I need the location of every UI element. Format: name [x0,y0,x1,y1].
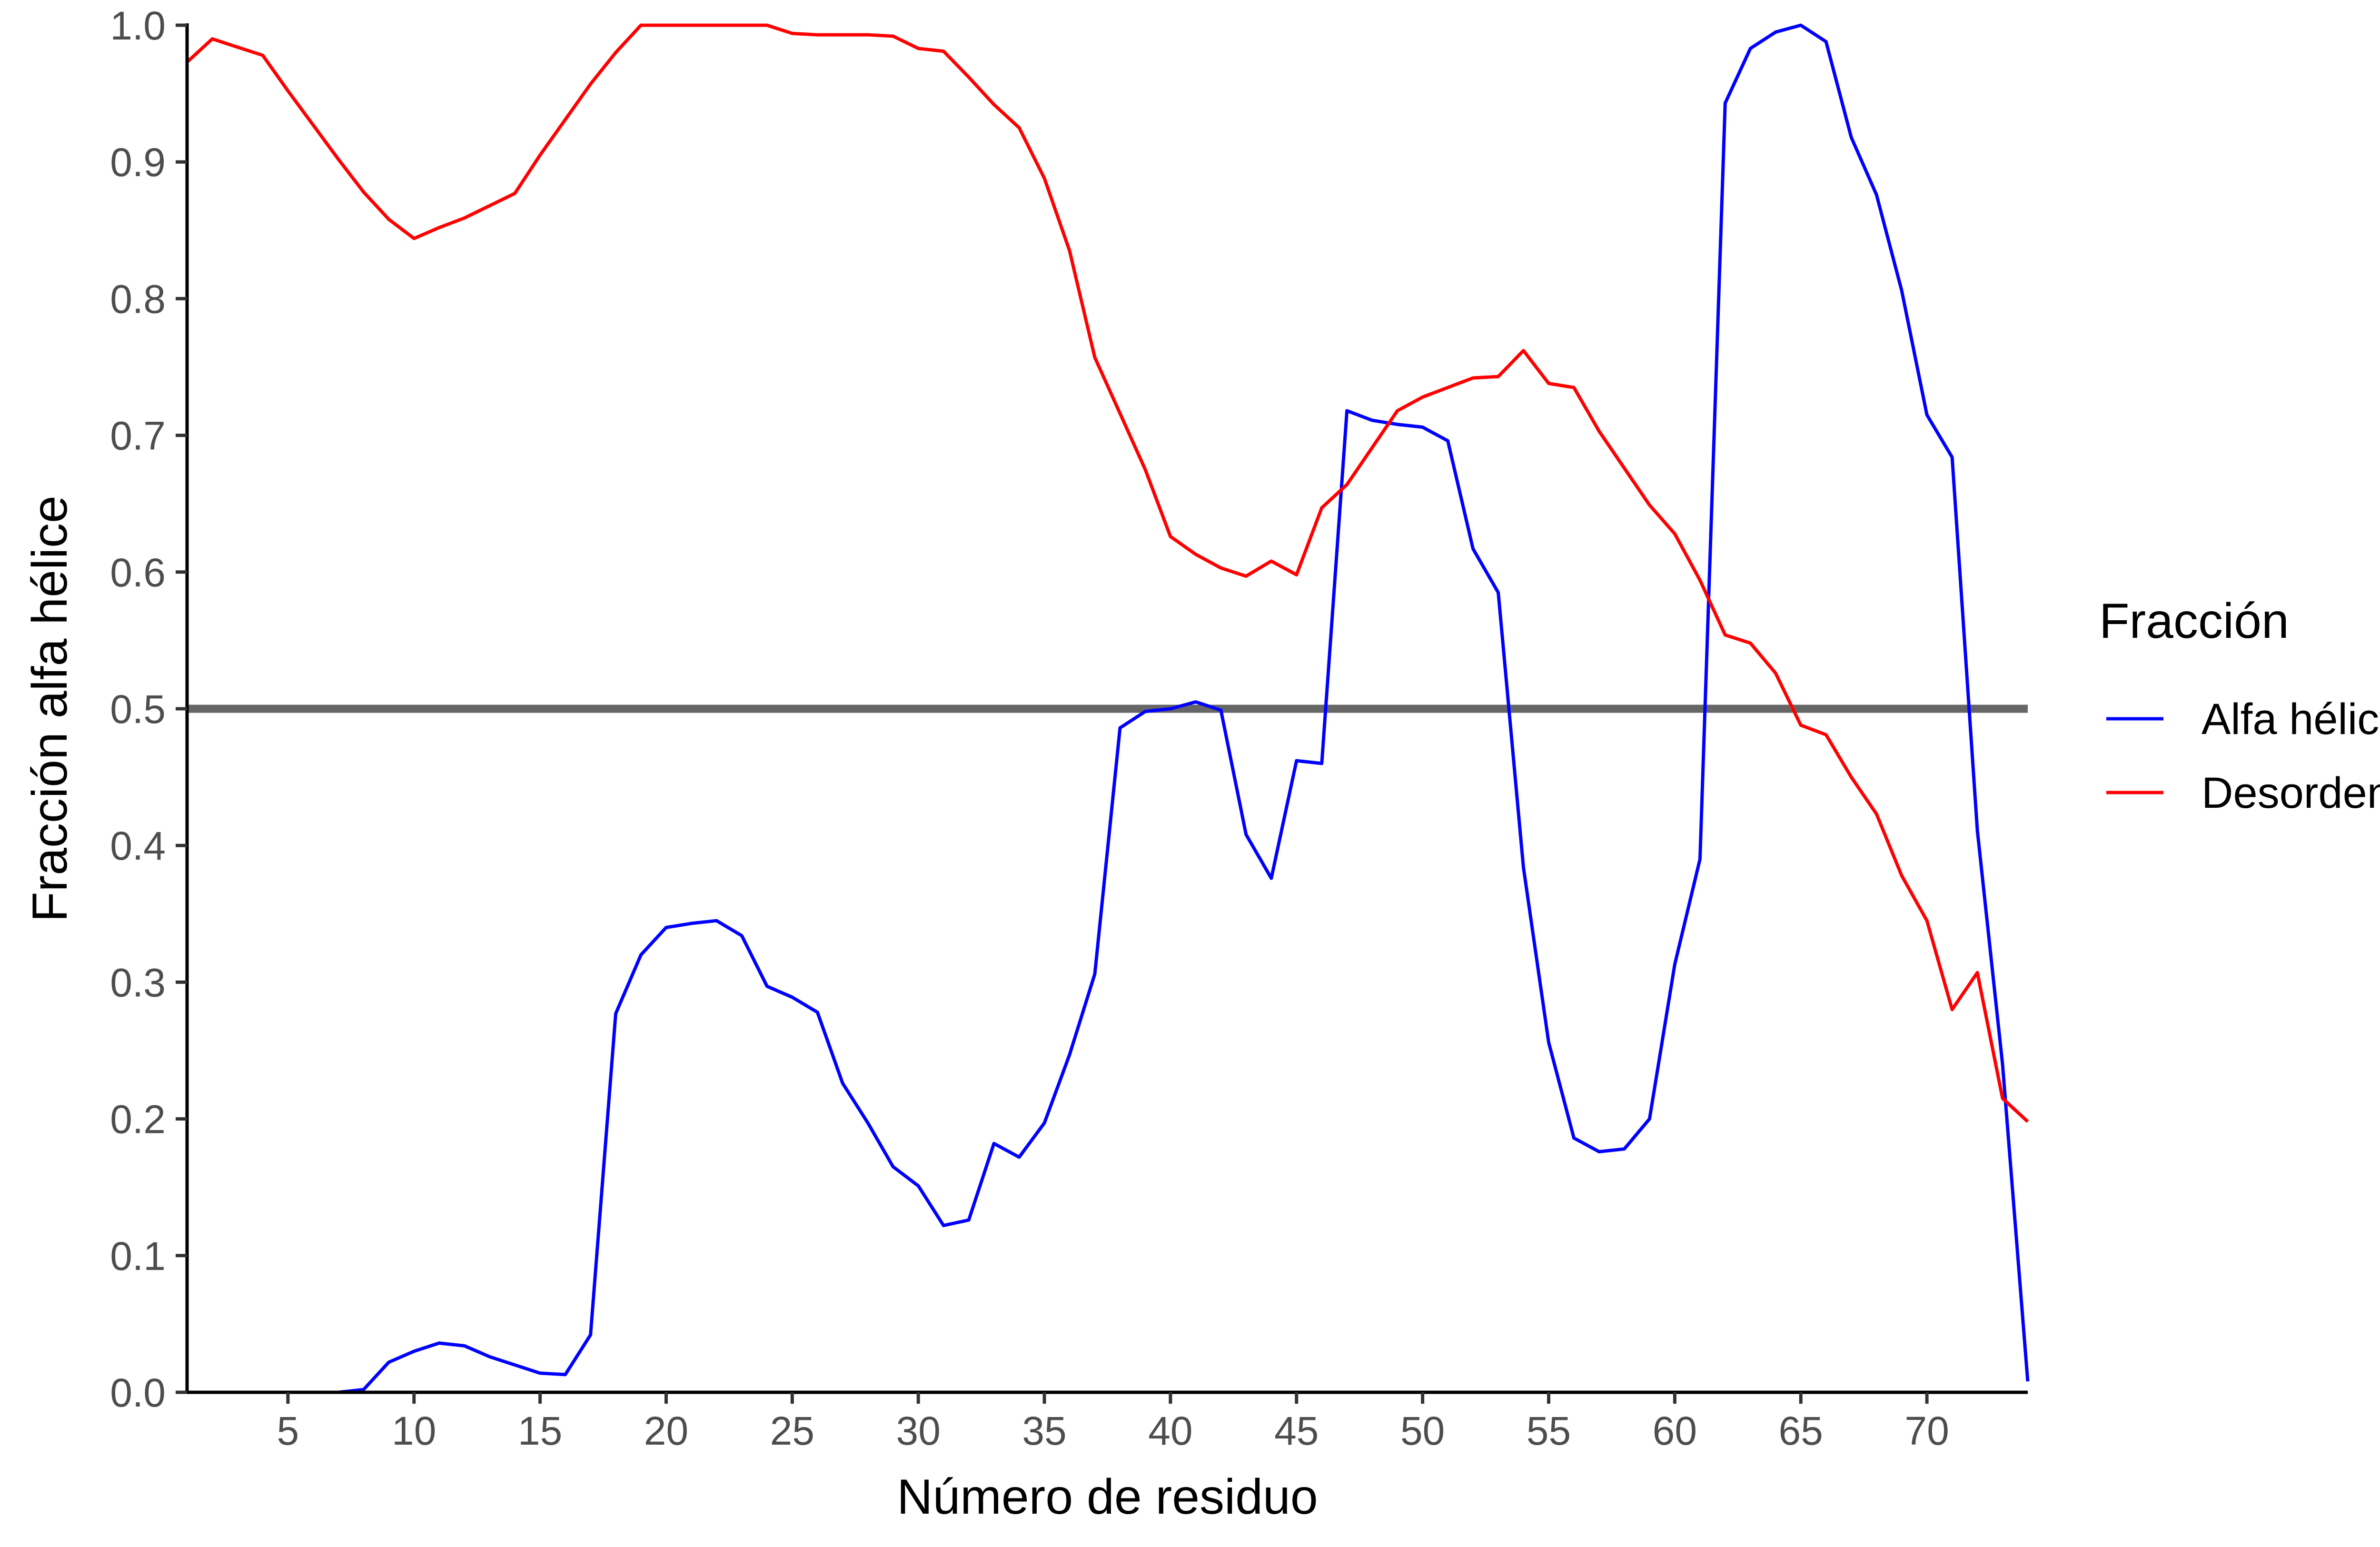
y-tick-label: 0.6 [110,550,166,595]
y-tick-label: 0.7 [110,414,166,458]
x-tick-label: 55 [1527,1408,1571,1453]
x-tick-label: 40 [1148,1408,1192,1453]
y-axis-ticks: 0.0 0.1 0.2 0.3 0.4 0.5 0.6 0.7 0.8 0.9 1.0 [110,3,187,1415]
y-tick-label: 0.9 [110,140,166,185]
x-tick-label: 70 [1904,1408,1949,1453]
x-tick-label: 15 [518,1408,562,1453]
y-tick-label: 0.2 [110,1097,166,1142]
legend-title: Fracción [2099,594,2289,649]
x-axis-title: Número de residuo [897,1469,1318,1525]
x-tick-label: 30 [896,1408,940,1453]
x-tick-label: 25 [770,1408,814,1453]
y-tick-label: 0.1 [110,1234,166,1279]
x-tick-label: 35 [1022,1408,1066,1453]
x-axis-ticks: 5 10 15 20 25 30 35 40 45 50 55 60 65 70 [277,1392,1949,1453]
x-tick-label: 20 [644,1408,688,1453]
x-tick-label: 60 [1653,1408,1697,1453]
x-tick-label: 10 [392,1408,436,1453]
x-tick-label: 45 [1274,1408,1319,1453]
y-tick-label: 0.0 [110,1370,166,1415]
y-axis-title: Fracción alfa hélice [22,496,78,922]
legend-label-alfa-helice: Alfa hélice [2202,695,2380,744]
series-layer [186,23,2030,1394]
legend: Fracción Alfa hélice Desorden [2099,594,2380,817]
y-tick-label: 0.3 [110,960,166,1005]
x-tick-label: 65 [1779,1408,1823,1453]
y-tick-label: 0.5 [110,687,166,732]
y-tick-label: 0.8 [110,277,166,321]
y-tick-label: 0.4 [110,823,166,868]
y-tick-label: 1.0 [110,3,166,48]
legend-label-desorden: Desorden [2202,769,2380,817]
legend-items: Alfa hélice Desorden [2106,695,2380,817]
series-line-desorden [186,23,2029,1123]
x-tick-label: 5 [277,1408,299,1453]
series-line-alfa-helice [187,23,2030,1394]
x-tick-label: 50 [1400,1408,1445,1453]
